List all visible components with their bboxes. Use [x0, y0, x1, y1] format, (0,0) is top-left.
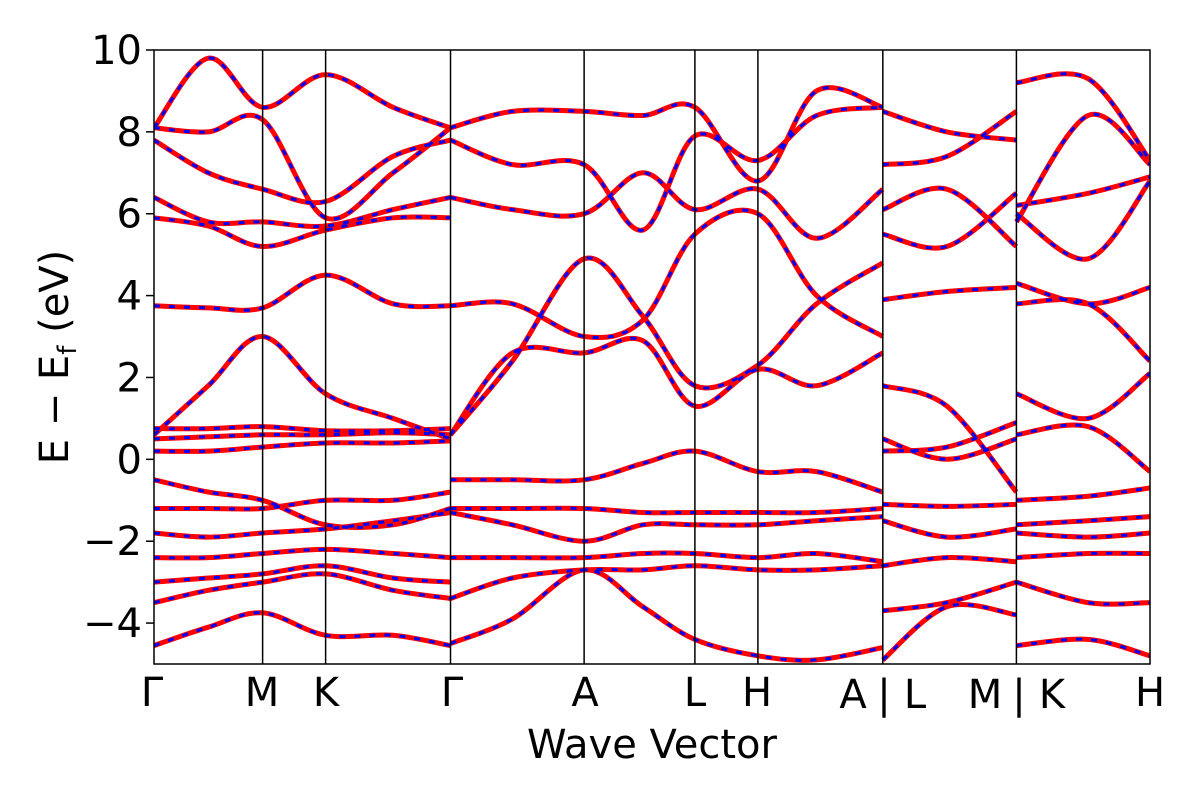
x-tick-label: K: [1039, 672, 1067, 718]
y-tick-label: 2: [117, 355, 142, 401]
band-line-blue: [154, 511, 451, 539]
band-line-blue: [1015, 281, 1150, 306]
x-tick-label: L: [684, 670, 707, 716]
band-line-blue: [154, 564, 451, 584]
band-line-red: [154, 477, 452, 530]
plot-frame: [153, 49, 1151, 665]
band-line-blue: [882, 192, 1018, 250]
band-line-blue: [1015, 112, 1150, 223]
y-tick-label: −4: [83, 601, 142, 647]
band-line-blue: [154, 547, 451, 560]
x-tick-label: M: [968, 672, 1003, 718]
band-line-red: [154, 334, 452, 442]
y-tick-label: 4: [117, 274, 142, 320]
band-line-red: [449, 563, 883, 601]
band-line-red: [1014, 179, 1150, 262]
band-line-blue: [881, 603, 1017, 662]
band-line-blue: [882, 285, 1017, 302]
plot-background: [154, 50, 1150, 664]
band-line-blue: [1015, 372, 1150, 421]
band-line-blue: [882, 556, 1017, 568]
band-line-blue: [1015, 580, 1150, 606]
band-line-blue: [882, 502, 1017, 508]
band-line-blue: [1016, 423, 1150, 473]
band-line-blue: [154, 113, 452, 221]
band-line-blue: [449, 568, 884, 662]
x-tick-label: |: [877, 672, 890, 718]
band-line-blue: [1016, 298, 1150, 363]
y-axis-ticks: −4 −2 0 2 4 6 8 10: [83, 28, 154, 647]
band-line-blue: [1016, 515, 1150, 527]
band-line-blue: [450, 171, 884, 240]
band-line-red: [450, 207, 885, 341]
band-line-blue: [1016, 531, 1150, 539]
band-line-blue: [154, 56, 452, 130]
band-line-blue: [154, 425, 451, 433]
band-line-blue: [450, 86, 884, 183]
band-line-blue: [154, 611, 451, 648]
band-line-blue: [1016, 486, 1150, 502]
x-tick-label: A: [571, 670, 599, 716]
band-line-blue: [154, 490, 451, 511]
band-line-blue: [882, 421, 1017, 453]
band-line-blue: [882, 186, 1018, 248]
x-axis-tick-labels: Γ M K Γ A L H A | L M | K H: [141, 670, 1165, 718]
x-tick-label: L: [904, 672, 927, 718]
band-line-blue: [449, 256, 884, 436]
y-tick-label: −2: [83, 519, 142, 565]
band-line-blue: [882, 519, 1017, 539]
band-line-red: [154, 194, 452, 229]
band-line-blue: [1016, 551, 1150, 560]
x-tick-label: H: [1135, 670, 1165, 716]
y-axis-title-main: E − E: [32, 355, 78, 465]
band-line-red: [450, 510, 883, 544]
x-tick-label: Γ: [141, 670, 164, 716]
x-tick-label: H: [742, 670, 772, 716]
y-tick-label: 10: [91, 28, 142, 74]
x-tick-label: |: [1012, 672, 1025, 718]
band-line-blue: [449, 105, 883, 232]
band-line-red: [450, 505, 883, 516]
band-line-blue: [882, 110, 1018, 167]
high-symmetry-lines: [261, 50, 1018, 664]
x-tick-label: K: [313, 670, 341, 716]
y-axis-title: E − Ef (eV): [32, 250, 83, 465]
band-lines-blue: [154, 56, 1150, 662]
band-line-blue: [154, 273, 451, 312]
y-axis-title-subscript: f: [53, 345, 83, 355]
x-axis-title: Wave Vector: [527, 722, 778, 768]
band-line-blue: [882, 580, 1017, 613]
y-tick-label: 0: [117, 437, 142, 483]
band-line-blue: [882, 437, 1017, 461]
x-tick-label: A: [839, 672, 867, 718]
band-line-blue: [882, 384, 1018, 494]
y-axis-title-unit: (eV): [32, 250, 78, 346]
band-line-blue: [154, 431, 451, 441]
band-line-blue: [1016, 637, 1150, 658]
band-line-blue: [1016, 175, 1150, 207]
band-line-blue: [154, 439, 451, 453]
band-line-red: [448, 335, 884, 437]
y-tick-label: 8: [117, 110, 142, 156]
band-line-red: [154, 214, 451, 250]
band-line-blue: [450, 449, 884, 494]
band-line-red: [154, 571, 451, 606]
band-line-blue: [154, 138, 451, 205]
x-tick-label: Γ: [441, 670, 464, 716]
x-tick-label: M: [245, 670, 280, 716]
y-tick-label: 6: [117, 192, 142, 238]
band-line-blue: [882, 109, 1017, 142]
band-line-red: [450, 550, 884, 565]
band-line-blue: [1016, 72, 1150, 162]
